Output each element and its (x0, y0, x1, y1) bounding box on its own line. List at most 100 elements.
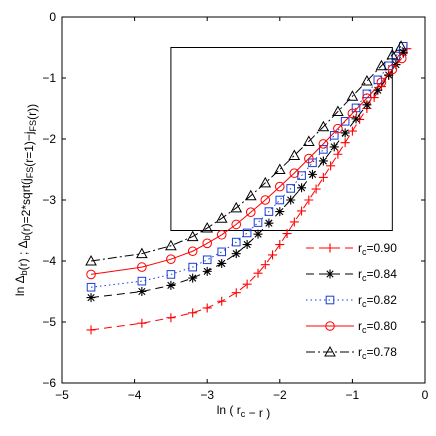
data-point (329, 142, 339, 152)
data-point (286, 184, 295, 193)
data-point (201, 222, 214, 233)
data-point (346, 90, 359, 101)
data-point (230, 201, 243, 213)
series-line-3 (90, 58, 403, 275)
legend-marker (325, 269, 335, 279)
data-point (259, 176, 272, 188)
y-tick-label: −5 (42, 315, 56, 329)
data-point (137, 287, 147, 296)
legend-label: rc=0.84 (358, 267, 397, 283)
data-point (289, 168, 300, 178)
data-point (373, 75, 383, 85)
data-point (361, 75, 373, 86)
data-point (137, 262, 147, 272)
data-point (302, 135, 315, 146)
data-point (231, 237, 241, 247)
data-point (362, 100, 372, 110)
data-point (311, 184, 321, 194)
data-point (137, 318, 147, 328)
data-point (319, 145, 328, 154)
data-point (260, 260, 270, 270)
series-line-0 (90, 48, 408, 331)
legend-entry-3: rc=0.80 (306, 319, 397, 335)
x-tick-label: −2 (273, 388, 287, 402)
data-point (289, 217, 299, 227)
data-point (275, 181, 285, 192)
data-point (268, 250, 278, 260)
data-point (166, 313, 176, 323)
data-point (332, 105, 344, 117)
data-point (376, 77, 387, 88)
data-point (304, 195, 314, 205)
data-point (286, 195, 296, 205)
y-tick-label: −2 (42, 132, 56, 146)
data-point (347, 108, 358, 119)
y-tick-label: −6 (42, 376, 56, 390)
data-point (85, 254, 97, 266)
data-point (202, 255, 212, 265)
data-point (307, 169, 317, 179)
data-point (253, 268, 263, 278)
data-point (282, 229, 292, 239)
data-point (137, 276, 147, 286)
data-point (253, 229, 263, 239)
data-point (351, 114, 361, 124)
data-point (86, 282, 96, 292)
data-point (384, 70, 394, 80)
data-point (273, 163, 286, 174)
data-point (166, 270, 176, 279)
series-3 (86, 53, 407, 280)
data-point (362, 93, 372, 103)
y-tick-label: −3 (42, 193, 56, 207)
data-point (386, 48, 399, 60)
data-point (375, 59, 388, 71)
data-point (333, 149, 343, 159)
legend-label: rc=0.78 (358, 345, 397, 361)
data-point (231, 288, 241, 298)
data-point (333, 123, 343, 134)
data-point (186, 230, 199, 242)
legend: rc=0.90 rc=0.84 rc=0.82 rc=0.80 rc=0.78 (306, 241, 397, 361)
data-point (245, 207, 256, 217)
legend-entry-4: rc=0.78 (306, 345, 397, 361)
data-point (231, 249, 241, 259)
data-point (398, 47, 408, 57)
data-point (391, 51, 401, 61)
data-point (340, 138, 350, 148)
x-tick-label: −1 (346, 388, 360, 402)
data-point (231, 219, 242, 230)
data-point (288, 149, 301, 160)
legend-marker (325, 295, 335, 305)
data-point (275, 195, 285, 205)
data-point (275, 240, 285, 250)
data-point (260, 195, 271, 205)
data-point (86, 269, 96, 280)
data-point (326, 161, 336, 171)
legend-label: rc=0.90 (358, 241, 397, 257)
data-point (242, 228, 252, 238)
data-point (244, 189, 257, 201)
data-point (297, 183, 307, 193)
data-point (86, 293, 96, 303)
data-point (297, 206, 307, 216)
legend-label: rc=0.80 (358, 319, 397, 335)
data-point (317, 120, 330, 132)
data-point (136, 247, 148, 259)
data-point (264, 207, 274, 216)
series-line-4 (90, 45, 402, 262)
data-point (318, 172, 328, 182)
data-point (242, 279, 252, 289)
data-point (340, 128, 350, 138)
data-point (340, 117, 350, 126)
y-tick-label: −4 (42, 254, 56, 268)
x-tick-label: 0 (422, 388, 429, 402)
data-point (395, 40, 407, 51)
data-point (373, 85, 383, 95)
x-tick-label: −3 (200, 388, 214, 402)
series-0 (86, 44, 412, 335)
data-point (202, 303, 212, 313)
y-tick-label: −1 (42, 71, 56, 85)
legend-label: rc=0.82 (358, 293, 397, 309)
